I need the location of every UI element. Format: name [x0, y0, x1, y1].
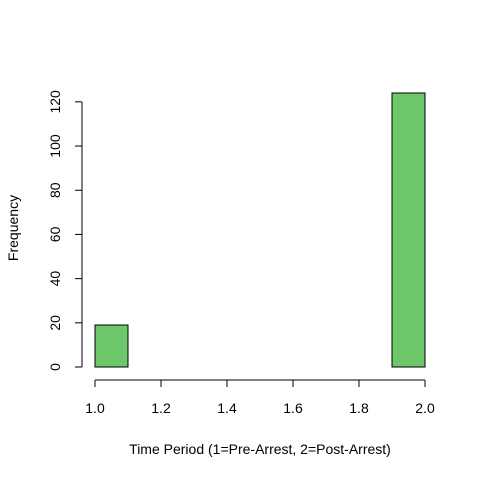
y-tick-label: 100	[47, 134, 63, 158]
bars-group	[94, 92, 426, 368]
histogram-bar	[94, 324, 129, 368]
y-tick-label: 0	[47, 363, 63, 371]
y-axis-title: Frequency	[5, 195, 21, 261]
y-tick-label: 120	[47, 90, 63, 114]
y-axis: 0 20 40 60 80 100 120	[47, 90, 83, 371]
x-tick-label: 2.0	[415, 400, 435, 416]
x-axis-title: Time Period (1=Pre-Arrest, 2=Post-Arrest…	[129, 441, 391, 457]
x-tick-label: 1.0	[85, 400, 105, 416]
x-tick-label: 1.2	[151, 400, 171, 416]
x-tick-label: 1.4	[217, 400, 237, 416]
x-axis: 1.0 1.2 1.4 1.6 1.8 2.0	[85, 379, 435, 416]
y-tick-label: 20	[47, 315, 63, 331]
y-tick-label: 60	[47, 226, 63, 242]
histogram-bar	[391, 92, 426, 368]
y-tick-label: 40	[47, 271, 63, 287]
x-tick-label: 1.8	[349, 400, 369, 416]
y-tick-label: 80	[47, 182, 63, 198]
x-tick-label: 1.6	[283, 400, 303, 416]
